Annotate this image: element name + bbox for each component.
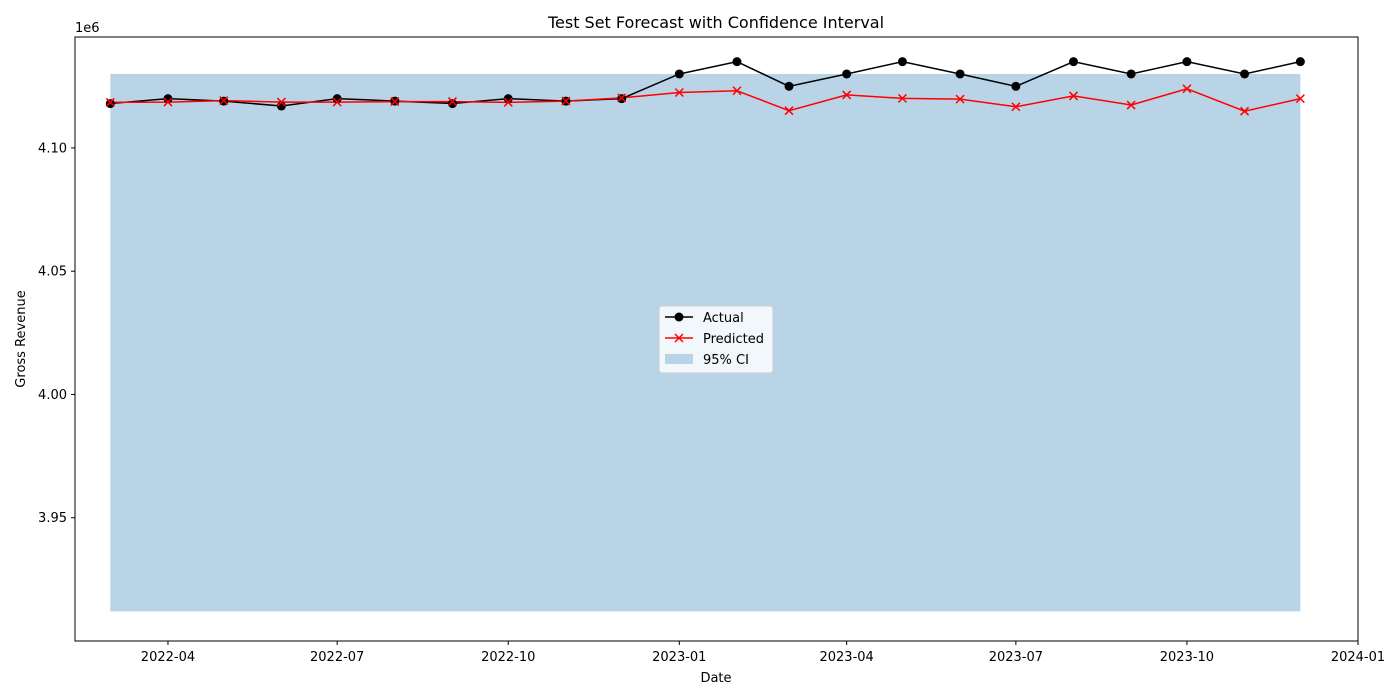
legend-ci-label: 95% CI [703,353,749,368]
actual-point [842,69,852,79]
predicted-point [1068,91,1079,101]
y-offset-label: 1e6 [75,21,100,36]
predicted-point [219,96,229,106]
predicted-point [163,97,173,107]
series-markers-layer [105,57,1305,116]
plot-frame [74,36,1359,642]
actual-point [897,57,907,67]
predicted-point [1011,102,1021,112]
legend-predicted-label: Predicted [703,332,764,347]
predicted-point [897,93,907,103]
legend-actual-marker-icon [674,312,684,322]
legend-ci-swatch [665,354,693,364]
y-tick-label: 4.05 [38,265,67,280]
predicted-point [332,97,342,107]
actual-point [1240,69,1250,79]
legend-actual-label: Actual [703,311,744,326]
legend-predicted-marker-icon [674,333,684,343]
actual-point [105,99,115,109]
predicted-point [674,87,684,97]
y-tick-label: 3.95 [38,511,67,526]
chart-title: Test Set Forecast with Confidence Interv… [547,13,884,32]
predicted-point [390,97,400,107]
predicted-point [503,97,513,107]
x-tick-label: 2024-01 [1331,650,1385,665]
predicted-point [561,96,571,106]
predicted-point [105,97,115,107]
predicted-series-line [110,87,1301,112]
actual-point [1295,57,1305,67]
predicted-point [1295,94,1305,104]
x-tick-label: 2023-01 [652,650,706,665]
predicted-point [617,93,627,103]
predicted-point [842,90,852,100]
actual-point [955,69,965,79]
predicted-point [732,86,742,96]
x-tick-label: 2023-04 [819,650,873,665]
series-lines-layer [110,60,1301,112]
actual-point [1182,57,1192,67]
actual-point [784,81,794,91]
x-ticks: 2022-04 2022-07 2022-10 2023-01 2023-04 2023-… [141,641,1385,665]
predicted-point [276,97,286,107]
actual-point [1069,57,1079,67]
legend: Actual Predicted 95% CI [658,305,774,374]
y-tick-label: 4.00 [38,388,67,403]
x-axis-label: Date [700,671,731,686]
predicted-point [1182,84,1192,94]
x-tick-label: 2022-10 [481,650,535,665]
predicted-point [1240,106,1250,116]
y-ticks: 3.95 4.00 4.05 4.10 [38,141,75,526]
predicted-point [1126,100,1136,110]
actual-point [447,99,457,109]
y-tick-label: 4.10 [38,141,67,156]
predicted-point [447,97,457,107]
predicted-point [784,106,794,116]
actual-point [674,69,684,79]
x-tick-label: 2023-10 [1160,650,1214,665]
actual-point [732,57,742,67]
x-tick-label: 2023-07 [989,650,1043,665]
predicted-point [955,94,965,104]
x-tick-label: 2022-07 [310,650,364,665]
y-axis-label: Gross Revenue [14,290,29,387]
actual-point [1011,81,1021,91]
x-tick-label: 2022-04 [141,650,195,665]
actual-point [1126,69,1136,79]
